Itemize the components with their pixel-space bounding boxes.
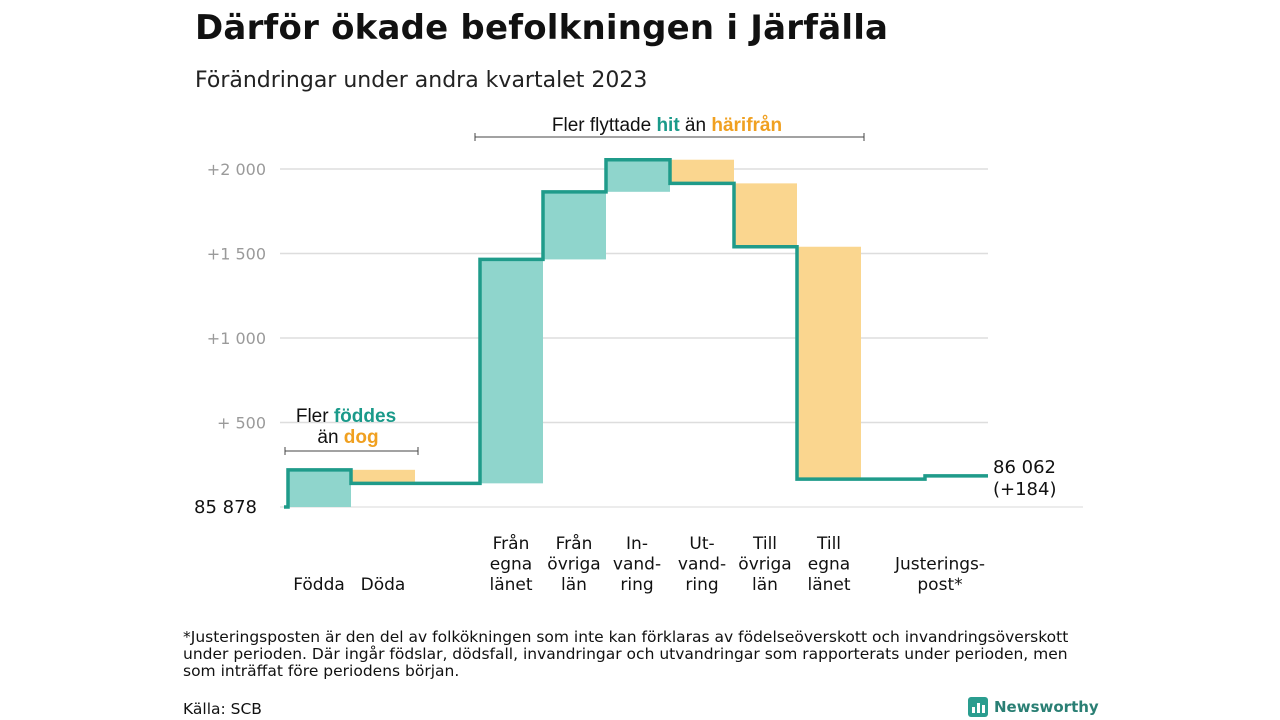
migration-annotation: Fler flyttade hit än härifrån [552, 115, 782, 136]
bar-utvandring [670, 159, 734, 184]
category-label: vand- [613, 555, 661, 575]
end-change-label: (+184) [993, 479, 1056, 500]
category-label: Ut- [689, 534, 714, 554]
y-tick-label: +1 000 [207, 329, 266, 348]
category-label: Justerings- [894, 555, 985, 575]
bar-döda [351, 469, 415, 484]
category-label: egna [490, 555, 532, 575]
category-label: ring [620, 575, 653, 595]
category-label: In- [626, 534, 648, 554]
category-label: Till [752, 534, 777, 554]
y-tick-label: + 500 [217, 414, 266, 433]
category-label: Från [493, 533, 530, 554]
category-label: Till [816, 534, 841, 554]
category-label: län [752, 575, 778, 595]
newsworthy-logo: Newsworthy [968, 697, 1099, 717]
category-label: ring [685, 575, 718, 595]
chart-subtitle: Förändringar under andra kvartalet 2023 [195, 68, 648, 93]
end-value-label: 86 062 [993, 457, 1056, 478]
category-label: Från [556, 533, 593, 554]
footnote: *Justeringsposten är den del av folkökni… [183, 628, 1069, 680]
bar-chart-icon [968, 697, 988, 717]
waterfall-chart: + 500 +1 000 +1 500 +2 000 85 878 86 062(+184… [194, 115, 1083, 595]
start-value-label: 85 878 [194, 497, 257, 518]
births-annotation-line1: Fler föddes [296, 406, 396, 427]
category-label: Födda [293, 575, 345, 595]
category-label: länet [807, 575, 850, 595]
bar-från-övriga-län [543, 191, 606, 260]
category-label: län [561, 575, 587, 595]
category-label: Döda [361, 575, 406, 595]
y-tick-label: +1 500 [207, 245, 266, 264]
category-label: vand- [678, 555, 726, 575]
cumulative-line [284, 157, 988, 509]
category-label: övriga [547, 555, 600, 575]
category-label: länet [489, 575, 532, 595]
bar-invandring [606, 159, 670, 192]
brand-name: Newsworthy [994, 698, 1099, 716]
source-label: Källa: SCB [183, 700, 262, 718]
category-label: post* [917, 575, 962, 595]
chart-title: Därför ökade befolkningen i Järfälla [195, 8, 889, 48]
bar-från-egna-länet [480, 259, 543, 484]
category-label: övriga [738, 555, 791, 575]
births-annotation-line2: än dog [317, 427, 378, 448]
bar-födda [288, 469, 351, 507]
y-tick-label: +2 000 [207, 160, 266, 179]
bar-till-egna-länet [797, 246, 861, 480]
category-label: egna [808, 555, 850, 575]
bar-till-övriga-län [734, 183, 797, 247]
